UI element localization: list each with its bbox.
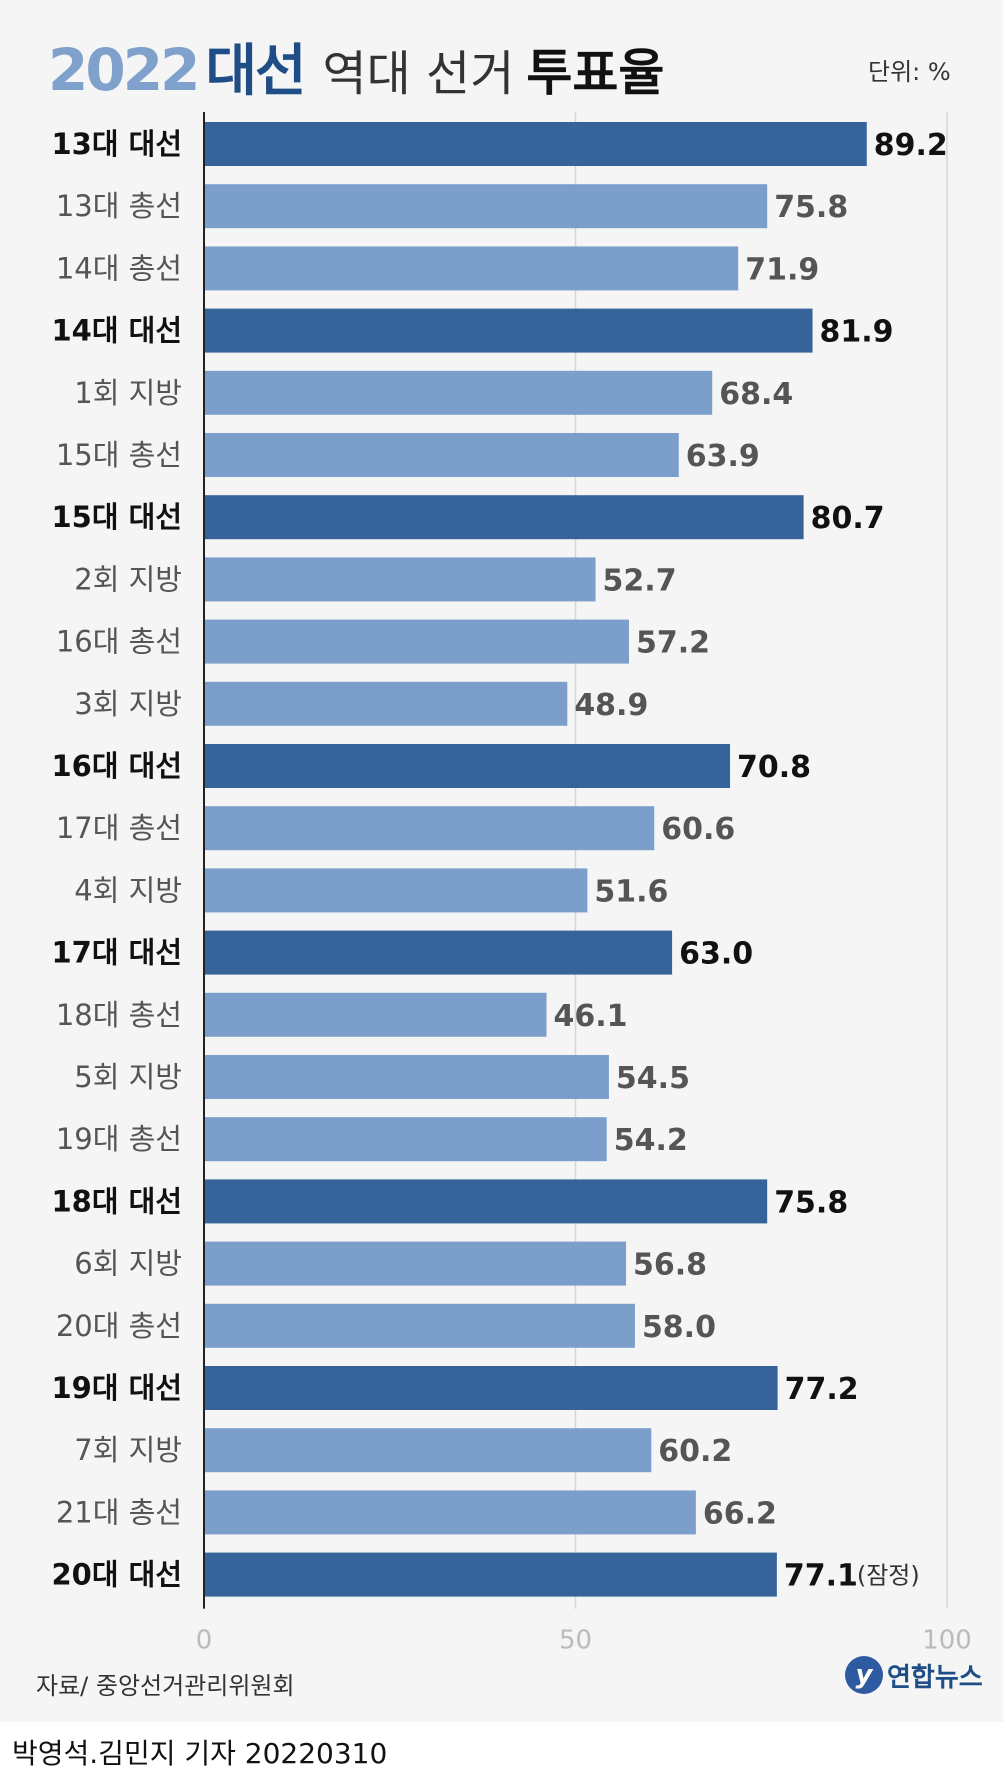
- category-label-17: 18대 대선: [52, 1184, 183, 1218]
- value-label-19: 58.0: [642, 1310, 716, 1345]
- page-title: 2022 대선 역대 선거 투표율: [48, 26, 664, 106]
- x-tick-label-50: 50: [559, 1626, 592, 1656]
- value-label-7: 52.7: [603, 563, 677, 598]
- yonhap-logo: y 연합뉴스: [845, 1656, 983, 1694]
- category-label-10: 16대 대선: [52, 749, 183, 783]
- value-label-21: 60.2: [658, 1434, 732, 1469]
- value-label-20: 77.2: [785, 1372, 859, 1407]
- bar-22: [204, 1490, 696, 1535]
- value-label-6: 80.7: [811, 501, 885, 536]
- value-label-9: 48.9: [574, 688, 648, 723]
- category-label-21: 7회 지방: [74, 1433, 182, 1467]
- bar-15: [204, 1055, 609, 1099]
- value-label-11: 60.6: [661, 812, 735, 847]
- category-label-6: 15대 대선: [52, 500, 183, 534]
- value-label-5: 63.9: [686, 439, 760, 474]
- category-label-0: 13대 대선: [52, 127, 183, 161]
- category-label-19: 20대 총선: [56, 1309, 182, 1343]
- value-label-16: 54.2: [614, 1123, 688, 1158]
- category-label-12: 4회 지방: [74, 873, 182, 907]
- value-label-8: 57.2: [636, 626, 710, 661]
- bar-11: [204, 806, 655, 851]
- logo-text: 연합뉴스: [887, 1662, 983, 1693]
- category-label-4: 1회 지방: [74, 376, 182, 410]
- category-label-23: 20대 대선: [52, 1558, 183, 1592]
- bar-2: [204, 246, 739, 291]
- value-label-22: 66.2: [703, 1496, 777, 1531]
- infographic: 2022 대선 역대 선거 투표율 단위: % 13대 대선 89.2 13대 총선…: [36, 26, 983, 1700]
- category-label-5: 15대 총선: [56, 438, 182, 472]
- bar-8: [204, 619, 629, 664]
- bar-14: [204, 992, 547, 1037]
- bar-10: [204, 744, 731, 788]
- source-note: 자료/ 중앙선거관리위원회: [36, 1672, 295, 1700]
- yonhap-logo-icon: y: [845, 1656, 883, 1694]
- title-year: 2022: [48, 36, 200, 104]
- title-emphasis: 투표율: [526, 44, 665, 102]
- bar-3: [204, 308, 813, 353]
- title-subject: 역대 선거: [322, 46, 515, 102]
- bar-21: [204, 1428, 652, 1473]
- bar-17: [204, 1179, 768, 1224]
- x-tick-label-100: 100: [922, 1626, 972, 1656]
- bar-4: [204, 370, 713, 415]
- bar-19: [204, 1303, 635, 1348]
- bar-13: [204, 930, 673, 975]
- value-label-23: 77.1: [784, 1559, 858, 1594]
- value-label-14: 46.1: [554, 999, 628, 1034]
- bar-6: [204, 495, 804, 540]
- category-label-9: 3회 지방: [74, 687, 182, 721]
- value-label-15: 54.5: [616, 1061, 690, 1096]
- category-label-20: 19대 대선: [52, 1371, 183, 1405]
- value-label-1: 75.8: [774, 190, 848, 225]
- category-label-1: 13대 총선: [56, 189, 182, 223]
- value-label-13: 63.0: [679, 937, 753, 972]
- bar-0: [204, 122, 867, 166]
- bar-1: [204, 184, 768, 229]
- category-label-2: 14대 총선: [56, 251, 182, 285]
- value-label-4: 68.4: [719, 377, 793, 412]
- x-tick-label-0: 0: [196, 1626, 213, 1656]
- bar-7: [204, 557, 596, 602]
- bar-20: [204, 1366, 778, 1410]
- category-label-15: 5회 지방: [74, 1060, 182, 1094]
- bar-9: [204, 681, 568, 726]
- value-label-18: 56.8: [633, 1248, 707, 1283]
- provisional-annotation: (잠정): [857, 1562, 920, 1590]
- category-label-13: 17대 대선: [52, 936, 183, 970]
- value-label-3: 81.9: [820, 315, 894, 350]
- bar-23: [204, 1552, 777, 1597]
- value-label-12: 51.6: [594, 874, 668, 909]
- value-label-0: 89.2: [874, 128, 948, 163]
- category-label-3: 14대 대선: [52, 314, 183, 348]
- bar-16: [204, 1117, 607, 1162]
- category-label-11: 17대 총선: [56, 811, 182, 845]
- category-label-16: 19대 총선: [56, 1122, 182, 1156]
- bar-18: [204, 1241, 627, 1286]
- bar-12: [204, 868, 588, 913]
- category-label-22: 21대 총선: [56, 1495, 182, 1529]
- category-label-8: 16대 총선: [56, 625, 182, 659]
- value-label-17: 75.8: [774, 1185, 848, 1220]
- bar-5: [204, 433, 679, 477]
- title-election: 대선: [205, 39, 306, 104]
- unit-label: 단위: %: [868, 58, 951, 86]
- turnout-bar-chart: 13대 대선 89.2 13대 총선 75.8 14대 총선 71.9 14대 대선 81.9…: [52, 112, 972, 1656]
- category-label-7: 2회 지방: [74, 562, 182, 596]
- category-label-14: 18대 총선: [56, 998, 182, 1032]
- credit-line: 박영석.김민지 기자 20220310: [12, 1737, 388, 1770]
- value-label-2: 71.9: [745, 252, 819, 287]
- category-label-18: 6회 지방: [74, 1247, 182, 1281]
- value-label-10: 70.8: [737, 750, 811, 785]
